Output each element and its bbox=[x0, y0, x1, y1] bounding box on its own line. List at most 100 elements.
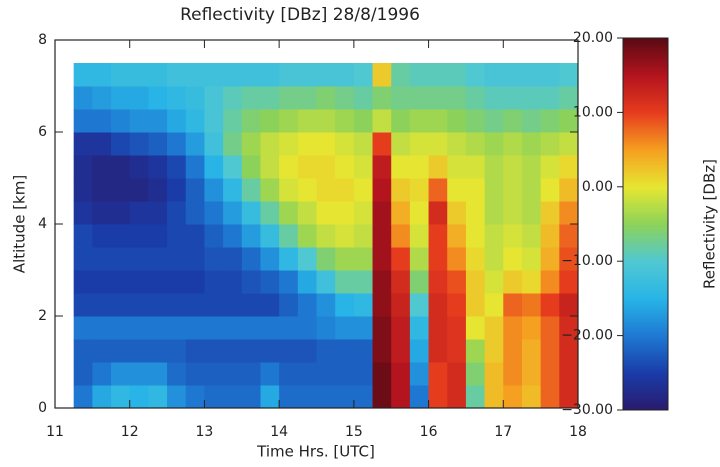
heatmap-cell bbox=[260, 132, 280, 156]
heatmap-cell bbox=[540, 339, 560, 363]
heatmap-cell bbox=[335, 362, 355, 386]
colorbar-swatch bbox=[623, 357, 668, 361]
colorbar-swatch bbox=[623, 315, 668, 318]
heatmap-cell bbox=[73, 293, 93, 317]
heatmap-cell bbox=[503, 178, 523, 202]
heatmap-cell bbox=[559, 385, 579, 409]
heatmap-cell bbox=[447, 132, 467, 156]
heatmap-cell bbox=[148, 132, 168, 156]
heatmap-cell bbox=[92, 339, 112, 363]
colorbar-swatch bbox=[623, 337, 668, 340]
colorbar-swatch bbox=[623, 382, 668, 385]
colorbar-swatch bbox=[623, 116, 668, 119]
heatmap-cell bbox=[129, 86, 149, 110]
heatmap-cell bbox=[111, 155, 131, 179]
heatmap-cell bbox=[297, 385, 317, 409]
heatmap-cell bbox=[353, 132, 374, 156]
colorbar-swatch bbox=[623, 108, 668, 112]
heatmap-cell bbox=[223, 132, 243, 156]
heatmap-cell bbox=[204, 339, 224, 363]
heatmap-cell bbox=[372, 132, 392, 156]
heatmap-cell bbox=[503, 316, 523, 340]
heatmap-cell bbox=[335, 86, 355, 110]
colorbar-swatch bbox=[623, 365, 668, 368]
heatmap-cell bbox=[223, 63, 243, 87]
heatmap-cell bbox=[465, 63, 486, 87]
colorbar-swatch bbox=[623, 251, 668, 255]
heatmap-cell bbox=[391, 63, 411, 87]
heatmap-cell bbox=[372, 63, 392, 87]
heatmap-cell bbox=[353, 86, 374, 110]
heatmap-cell bbox=[335, 201, 355, 225]
heatmap-cell bbox=[279, 362, 299, 386]
heatmap-cell bbox=[447, 316, 467, 340]
colorbar-swatch bbox=[623, 131, 668, 134]
colorbar-swatch bbox=[623, 255, 668, 258]
heatmap-cell bbox=[316, 178, 336, 202]
heatmap-cell bbox=[260, 201, 280, 225]
heatmap-cell bbox=[185, 63, 205, 87]
heatmap-cell bbox=[428, 339, 448, 363]
heatmap-cell bbox=[148, 155, 168, 179]
colorbar-swatch bbox=[623, 99, 668, 102]
heatmap-cell bbox=[73, 362, 93, 386]
colorbar-swatch bbox=[623, 320, 668, 324]
heatmap-cell bbox=[316, 385, 336, 409]
colorbar-swatch bbox=[623, 95, 668, 99]
colorbar-tick-label: 0.00 bbox=[582, 179, 613, 195]
heatmap-cell bbox=[447, 293, 467, 317]
x-tick-label: 11 bbox=[46, 424, 64, 440]
heatmap-cell bbox=[540, 109, 560, 133]
heatmap-cell bbox=[204, 224, 224, 248]
heatmap-cell bbox=[241, 63, 261, 87]
heatmap-cell bbox=[540, 293, 560, 317]
heatmap-cell bbox=[353, 201, 374, 225]
y-tick-label: 4 bbox=[38, 216, 47, 232]
heatmap-cell bbox=[223, 339, 243, 363]
colorbar-swatch bbox=[623, 145, 668, 149]
heatmap-cell bbox=[148, 270, 168, 294]
colorbar-swatch bbox=[623, 90, 668, 93]
colorbar-swatch bbox=[623, 88, 668, 91]
colorbar-swatch bbox=[623, 285, 668, 288]
heatmap-cell bbox=[353, 385, 374, 409]
heatmap-cell bbox=[521, 270, 542, 294]
colorbar-swatch bbox=[623, 218, 668, 221]
heatmap-cell bbox=[167, 385, 187, 409]
heatmap-cell bbox=[372, 339, 392, 363]
heatmap-cell bbox=[260, 293, 280, 317]
colorbar-swatch bbox=[623, 391, 668, 394]
heatmap-cell bbox=[129, 224, 149, 248]
heatmap-cell bbox=[559, 224, 579, 248]
heatmap-cell bbox=[111, 385, 131, 409]
colorbar-swatch bbox=[623, 97, 668, 100]
heatmap-cell bbox=[92, 224, 112, 248]
heatmap-cell bbox=[447, 201, 467, 225]
heatmap-cell bbox=[353, 339, 374, 363]
heatmap-cell bbox=[148, 362, 168, 386]
heatmap-cell bbox=[260, 178, 280, 202]
heatmap-cell bbox=[521, 293, 542, 317]
heatmap-cell bbox=[316, 201, 336, 225]
heatmap-cell bbox=[73, 155, 93, 179]
colorbar-swatch bbox=[623, 270, 668, 273]
colorbar-swatch bbox=[623, 229, 668, 232]
colorbar-swatch bbox=[623, 246, 668, 249]
heatmap-cell bbox=[92, 201, 112, 225]
heatmap-cell bbox=[521, 178, 542, 202]
heatmap-cell bbox=[73, 385, 93, 409]
heatmap-cell bbox=[335, 270, 355, 294]
x-tick-label: 18 bbox=[569, 424, 587, 440]
heatmap-cell bbox=[92, 155, 112, 179]
x-tick-label: 16 bbox=[420, 424, 438, 440]
heatmap-cell bbox=[372, 385, 392, 409]
heatmap-cell bbox=[484, 247, 504, 271]
heatmap-cell bbox=[484, 201, 504, 225]
colorbar-swatch bbox=[623, 119, 668, 123]
heatmap-cell bbox=[148, 109, 168, 133]
heatmap-cell bbox=[316, 224, 336, 248]
heatmap-cell bbox=[111, 247, 131, 271]
colorbar-swatch bbox=[623, 153, 668, 156]
colorbar-swatch bbox=[623, 166, 668, 169]
heatmap-cell bbox=[167, 316, 187, 340]
